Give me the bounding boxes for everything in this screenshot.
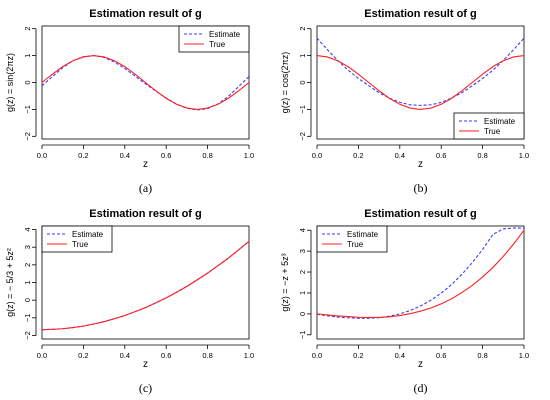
y-tick-label: −1 bbox=[298, 331, 307, 340]
chart-panel-c: Estimation result of g 0.0 0.2 0.4 0.6 0.8 1.0… bbox=[0, 200, 275, 400]
chart-panel-b: Estimation result of g 0.0 0.2 0.4 0.6 0.8 1.0… bbox=[275, 0, 550, 200]
x-axis-label: z bbox=[143, 359, 148, 370]
x-tick-label: 0.6 bbox=[436, 151, 446, 160]
y-axis-label: g(z) = −z + 5z³ bbox=[280, 253, 290, 311]
x-tick-label: 0.0 bbox=[37, 151, 47, 160]
x-tick-label: 0.4 bbox=[120, 351, 130, 360]
x-tick-label: 0.2 bbox=[78, 151, 88, 160]
chart-panel-a: Estimation result of g 0.0 0.2 0.4 0.6 0.8 1.0… bbox=[0, 0, 275, 200]
y-tick-label: 1 bbox=[298, 291, 307, 295]
y-tick-label: 2 bbox=[298, 270, 307, 274]
plot-frame bbox=[41, 225, 250, 340]
y-tick-label: 4 bbox=[23, 227, 32, 231]
series-line-estimate bbox=[316, 227, 524, 319]
chart-a-svg: Estimation result of g 0.0 0.2 0.4 0.6 0.8 1.0… bbox=[5, 8, 254, 195]
x-tick-label: 0.8 bbox=[202, 151, 212, 160]
y-tick-label: 3 bbox=[298, 249, 307, 253]
x-axis-label: z bbox=[418, 159, 423, 170]
x-tick-label: 0.0 bbox=[312, 151, 322, 160]
y-tick-label: −2 bbox=[298, 132, 307, 141]
x-tick-label: 0.4 bbox=[120, 151, 130, 160]
series-line-estimate bbox=[316, 37, 525, 106]
x-tick-label: 0.6 bbox=[161, 351, 171, 360]
y-tick-label: 0 bbox=[23, 80, 32, 84]
legend-label: True bbox=[209, 40, 226, 49]
series-line-true bbox=[41, 240, 250, 331]
chart-b-svg: Estimation result of g 0.0 0.2 0.4 0.6 0.8 1.0… bbox=[280, 8, 529, 195]
legend-label: Estimate bbox=[484, 117, 516, 126]
chart-title: Estimation result of g bbox=[364, 8, 476, 20]
x-tick-label: 0.6 bbox=[161, 151, 171, 160]
y-tick-label: 1 bbox=[23, 54, 32, 58]
x-tick-label: 0.4 bbox=[395, 351, 405, 360]
y-tick-label: 2 bbox=[23, 27, 32, 31]
legend-label: Estimate bbox=[347, 230, 379, 239]
legend-label: Estimate bbox=[209, 30, 241, 39]
x-tick-label: 1.0 bbox=[244, 151, 254, 160]
chart-title: Estimation result of g bbox=[89, 208, 201, 220]
y-axis-label: g(z) = cos(2πz) bbox=[280, 52, 290, 113]
x-tick-label: 0.8 bbox=[477, 151, 487, 160]
panel-caption: (a) bbox=[139, 181, 152, 195]
chart-panel-d: Estimation result of g 0.0 0.2 0.4 0.6 0.8 1.0… bbox=[275, 200, 550, 400]
legend-box bbox=[453, 112, 525, 140]
y-tick-label: 3 bbox=[23, 245, 32, 249]
y-tick-label: −2 bbox=[23, 132, 32, 141]
x-tick-label: 1.0 bbox=[519, 351, 529, 360]
chart-title: Estimation result of g bbox=[89, 8, 201, 20]
x-tick-label: 0.6 bbox=[436, 351, 446, 360]
series-line-true bbox=[41, 55, 250, 110]
y-tick-label: 0 bbox=[298, 312, 307, 316]
x-tick-label: 0.2 bbox=[353, 151, 363, 160]
panel-caption: (c) bbox=[139, 381, 152, 395]
y-tick-label: 2 bbox=[298, 27, 307, 31]
x-axis-label: z bbox=[418, 359, 423, 370]
y-tick-label: 1 bbox=[23, 280, 32, 284]
legend-label: True bbox=[72, 240, 89, 249]
x-tick-label: 1.0 bbox=[519, 151, 529, 160]
y-tick-label: 1 bbox=[298, 54, 307, 58]
panel-caption: (b) bbox=[414, 181, 428, 195]
y-tick-label: −1 bbox=[23, 314, 32, 323]
y-tick-label: −1 bbox=[23, 105, 32, 114]
y-axis-label: g(z) = sin(2πz) bbox=[5, 53, 15, 112]
legend-label: True bbox=[347, 240, 364, 249]
series-line-true bbox=[316, 55, 525, 110]
y-tick-label: −1 bbox=[298, 105, 307, 114]
legend-box bbox=[316, 225, 388, 253]
legend-box bbox=[41, 225, 113, 253]
y-tick-label: 2 bbox=[23, 263, 32, 267]
plot-frame bbox=[316, 225, 525, 340]
x-tick-label: 1.0 bbox=[244, 351, 254, 360]
legend-box bbox=[178, 25, 250, 53]
x-tick-label: 0.0 bbox=[37, 351, 47, 360]
y-tick-label: −2 bbox=[23, 331, 32, 340]
panel-caption: (d) bbox=[414, 381, 428, 395]
y-axis-label: g(z) = − 5/3 + 5z² bbox=[5, 248, 15, 317]
y-tick-label: 0 bbox=[23, 298, 32, 302]
chart-c-svg: Estimation result of g 0.0 0.2 0.4 0.6 0.8 1.0… bbox=[5, 208, 254, 395]
legend-label: True bbox=[484, 127, 501, 136]
x-tick-label: 0.0 bbox=[312, 351, 322, 360]
x-tick-label: 0.8 bbox=[202, 351, 212, 360]
chart-d-svg: Estimation result of g 0.0 0.2 0.4 0.6 0.8 1.0… bbox=[280, 208, 529, 395]
x-tick-label: 0.2 bbox=[353, 351, 363, 360]
y-tick-label: 4 bbox=[298, 228, 307, 232]
series-line-estimate bbox=[41, 240, 250, 331]
chart-title: Estimation result of g bbox=[364, 208, 476, 220]
legend-label: Estimate bbox=[72, 230, 104, 239]
plot-frame bbox=[316, 25, 525, 140]
y-tick-label: 0 bbox=[298, 80, 307, 84]
x-tick-label: 0.4 bbox=[395, 151, 405, 160]
x-axis-label: z bbox=[143, 159, 148, 170]
x-tick-label: 0.2 bbox=[78, 351, 88, 360]
x-tick-label: 0.8 bbox=[477, 351, 487, 360]
series-line-true bbox=[316, 229, 525, 318]
